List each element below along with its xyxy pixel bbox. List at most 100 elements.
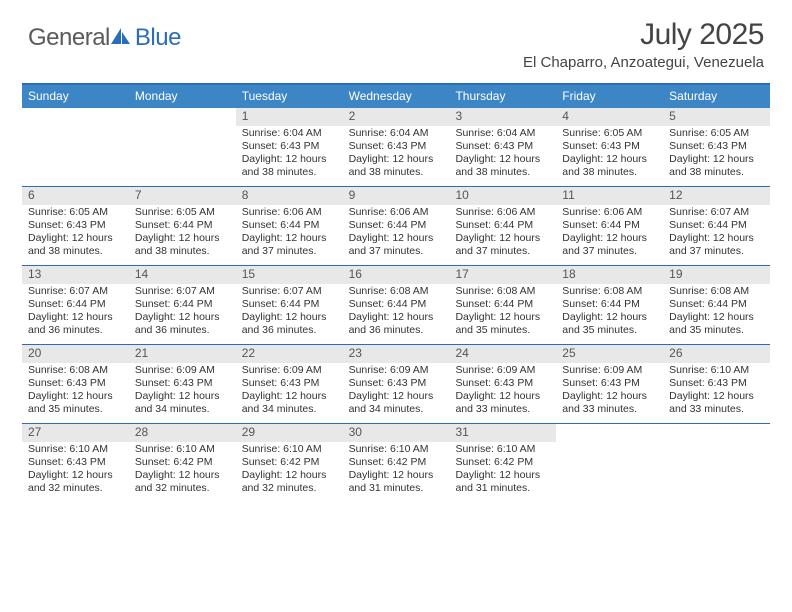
day-body: Sunrise: 6:10 AMSunset: 6:42 PMDaylight:… (129, 442, 236, 500)
day-daylight: Daylight: 12 hours and 34 minutes. (135, 390, 232, 416)
day-sunrise: Sunrise: 6:09 AM (135, 364, 232, 377)
day-sunrise: Sunrise: 6:10 AM (28, 443, 125, 456)
day-sunrise: Sunrise: 6:05 AM (669, 127, 766, 140)
day-number: 7 (129, 187, 236, 205)
day-number: 19 (663, 266, 770, 284)
title-block: July 2025 El Chaparro, Anzoategui, Venez… (523, 18, 764, 71)
day-daylight: Daylight: 12 hours and 33 minutes. (669, 390, 766, 416)
day-cell (663, 424, 770, 502)
day-sunset: Sunset: 6:43 PM (455, 140, 552, 153)
day-sunset: Sunset: 6:42 PM (242, 456, 339, 469)
day-sunrise: Sunrise: 6:04 AM (242, 127, 339, 140)
day-body: Sunrise: 6:06 AMSunset: 6:44 PMDaylight:… (449, 205, 556, 263)
day-daylight: Daylight: 12 hours and 35 minutes. (455, 311, 552, 337)
day-daylight: Daylight: 12 hours and 32 minutes. (135, 469, 232, 495)
day-sunset: Sunset: 6:44 PM (669, 219, 766, 232)
day-body: Sunrise: 6:05 AMSunset: 6:43 PMDaylight:… (22, 205, 129, 263)
day-sunset: Sunset: 6:43 PM (28, 219, 125, 232)
day-daylight: Daylight: 12 hours and 37 minutes. (455, 232, 552, 258)
day-cell: 11Sunrise: 6:06 AMSunset: 6:44 PMDayligh… (556, 187, 663, 265)
day-number: 15 (236, 266, 343, 284)
day-number: 25 (556, 345, 663, 363)
day-sunrise: Sunrise: 6:08 AM (455, 285, 552, 298)
day-number: 5 (663, 108, 770, 126)
day-body: Sunrise: 6:08 AMSunset: 6:44 PMDaylight:… (343, 284, 450, 342)
day-number: 1 (236, 108, 343, 126)
day-sunset: Sunset: 6:44 PM (135, 298, 232, 311)
day-body: Sunrise: 6:06 AMSunset: 6:44 PMDaylight:… (236, 205, 343, 263)
day-body: Sunrise: 6:07 AMSunset: 6:44 PMDaylight:… (236, 284, 343, 342)
day-sunrise: Sunrise: 6:07 AM (242, 285, 339, 298)
day-number: 24 (449, 345, 556, 363)
day-cell: 27Sunrise: 6:10 AMSunset: 6:43 PMDayligh… (22, 424, 129, 502)
location-subtitle: El Chaparro, Anzoategui, Venezuela (523, 54, 764, 71)
day-body: Sunrise: 6:10 AMSunset: 6:42 PMDaylight:… (343, 442, 450, 500)
day-daylight: Daylight: 12 hours and 31 minutes. (455, 469, 552, 495)
day-body: Sunrise: 6:07 AMSunset: 6:44 PMDaylight:… (129, 284, 236, 342)
day-cell: 20Sunrise: 6:08 AMSunset: 6:43 PMDayligh… (22, 345, 129, 423)
day-cell: 1Sunrise: 6:04 AMSunset: 6:43 PMDaylight… (236, 108, 343, 186)
day-sunrise: Sunrise: 6:08 AM (669, 285, 766, 298)
day-header-tuesday: Tuesday (236, 85, 343, 108)
day-cell: 15Sunrise: 6:07 AMSunset: 6:44 PMDayligh… (236, 266, 343, 344)
day-daylight: Daylight: 12 hours and 36 minutes. (349, 311, 446, 337)
day-sunrise: Sunrise: 6:09 AM (562, 364, 659, 377)
day-sunset: Sunset: 6:43 PM (28, 456, 125, 469)
week-row: 20Sunrise: 6:08 AMSunset: 6:43 PMDayligh… (22, 345, 770, 424)
day-sunrise: Sunrise: 6:04 AM (455, 127, 552, 140)
brand-logo: General Blue (28, 24, 181, 52)
day-cell: 13Sunrise: 6:07 AMSunset: 6:44 PMDayligh… (22, 266, 129, 344)
day-body: Sunrise: 6:09 AMSunset: 6:43 PMDaylight:… (129, 363, 236, 421)
week-row: 27Sunrise: 6:10 AMSunset: 6:43 PMDayligh… (22, 424, 770, 502)
calendar-grid: Sunday Monday Tuesday Wednesday Thursday… (22, 83, 770, 502)
day-number: 30 (343, 424, 450, 442)
brand-general: General (28, 24, 110, 52)
day-sunset: Sunset: 6:44 PM (28, 298, 125, 311)
day-daylight: Daylight: 12 hours and 37 minutes. (242, 232, 339, 258)
day-cell (556, 424, 663, 502)
day-daylight: Daylight: 12 hours and 37 minutes. (349, 232, 446, 258)
day-sunset: Sunset: 6:43 PM (669, 377, 766, 390)
day-sunset: Sunset: 6:42 PM (455, 456, 552, 469)
day-sunset: Sunset: 6:44 PM (349, 219, 446, 232)
day-sunset: Sunset: 6:43 PM (349, 140, 446, 153)
day-sunrise: Sunrise: 6:09 AM (242, 364, 339, 377)
page-header: General Blue July 2025 El Chaparro, Anzo… (0, 0, 792, 75)
day-cell: 10Sunrise: 6:06 AMSunset: 6:44 PMDayligh… (449, 187, 556, 265)
day-sunrise: Sunrise: 6:10 AM (242, 443, 339, 456)
day-sunset: Sunset: 6:43 PM (242, 140, 339, 153)
day-number: 18 (556, 266, 663, 284)
day-sunrise: Sunrise: 6:04 AM (349, 127, 446, 140)
day-body: Sunrise: 6:05 AMSunset: 6:43 PMDaylight:… (556, 126, 663, 184)
day-daylight: Daylight: 12 hours and 38 minutes. (28, 232, 125, 258)
day-daylight: Daylight: 12 hours and 37 minutes. (669, 232, 766, 258)
day-sunset: Sunset: 6:43 PM (242, 377, 339, 390)
brand-sail-icon (110, 26, 132, 51)
day-number: 11 (556, 187, 663, 205)
day-number: 9 (343, 187, 450, 205)
day-sunrise: Sunrise: 6:10 AM (349, 443, 446, 456)
day-cell: 9Sunrise: 6:06 AMSunset: 6:44 PMDaylight… (343, 187, 450, 265)
day-daylight: Daylight: 12 hours and 38 minutes. (242, 153, 339, 179)
day-cell: 31Sunrise: 6:10 AMSunset: 6:42 PMDayligh… (449, 424, 556, 502)
week-row: 13Sunrise: 6:07 AMSunset: 6:44 PMDayligh… (22, 266, 770, 345)
day-sunset: Sunset: 6:44 PM (455, 219, 552, 232)
day-number: 4 (556, 108, 663, 126)
day-cell: 8Sunrise: 6:06 AMSunset: 6:44 PMDaylight… (236, 187, 343, 265)
day-sunset: Sunset: 6:43 PM (135, 377, 232, 390)
day-body: Sunrise: 6:10 AMSunset: 6:42 PMDaylight:… (236, 442, 343, 500)
day-daylight: Daylight: 12 hours and 38 minutes. (669, 153, 766, 179)
day-daylight: Daylight: 12 hours and 37 minutes. (562, 232, 659, 258)
day-cell: 16Sunrise: 6:08 AMSunset: 6:44 PMDayligh… (343, 266, 450, 344)
day-cell: 21Sunrise: 6:09 AMSunset: 6:43 PMDayligh… (129, 345, 236, 423)
day-cell: 4Sunrise: 6:05 AMSunset: 6:43 PMDaylight… (556, 108, 663, 186)
day-cell: 3Sunrise: 6:04 AMSunset: 6:43 PMDaylight… (449, 108, 556, 186)
day-header-wednesday: Wednesday (343, 85, 450, 108)
day-body (22, 126, 129, 131)
day-number: 13 (22, 266, 129, 284)
day-body: Sunrise: 6:05 AMSunset: 6:44 PMDaylight:… (129, 205, 236, 263)
day-header-sunday: Sunday (22, 85, 129, 108)
day-sunset: Sunset: 6:44 PM (562, 219, 659, 232)
day-daylight: Daylight: 12 hours and 34 minutes. (242, 390, 339, 416)
day-sunset: Sunset: 6:44 PM (242, 219, 339, 232)
